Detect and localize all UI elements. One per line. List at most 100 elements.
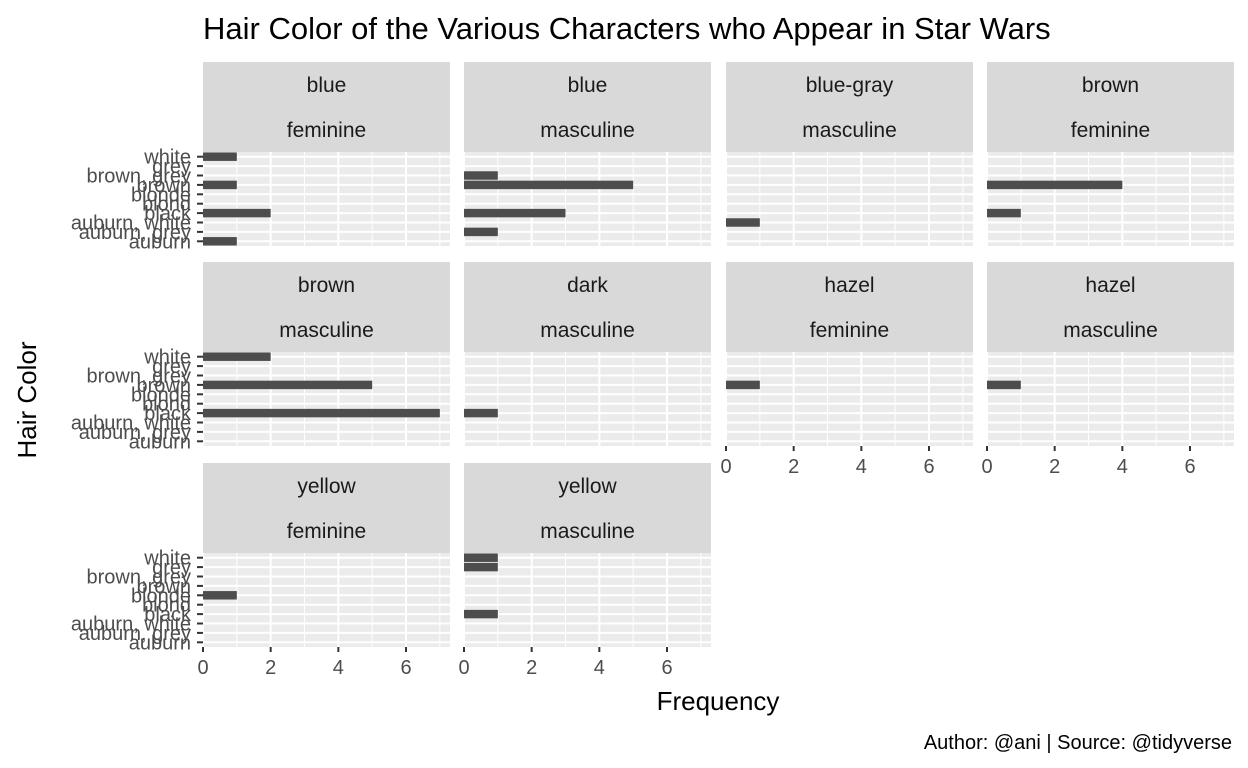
panel-background: [987, 352, 1234, 446]
bar: [464, 609, 498, 619]
facet-strip-label: hazel: [1085, 274, 1135, 297]
panel-background: [464, 152, 711, 246]
facet-strip-label: feminine: [810, 319, 889, 342]
panel-background: [203, 152, 450, 246]
x-tick-label: 6: [661, 657, 672, 679]
y-tick-label: brown, grey: [87, 166, 192, 188]
facet-strip: [464, 463, 711, 553]
bar: [987, 208, 1021, 218]
facet-strip-label: brown: [298, 274, 355, 297]
x-tick-label: 4: [1117, 456, 1128, 478]
facet-strip: [464, 62, 711, 152]
chart-title: Hair Color of the Various Characters who…: [203, 11, 1051, 46]
facet-strip-label: feminine: [1071, 119, 1150, 142]
x-tick-label: 0: [197, 657, 208, 679]
facet-strip-label: hazel: [824, 274, 874, 297]
facet-panel: hazel feminine 0 2 4 6: [720, 262, 973, 478]
panel-background: [726, 152, 973, 246]
facet-panel: dark masculine: [463, 262, 711, 446]
facet-strip: [464, 262, 711, 352]
facet-panel: blue masculine: [463, 62, 711, 246]
facet-strip-label: brown: [1082, 74, 1139, 97]
x-tick-label: 4: [594, 657, 605, 679]
y-tick-label: brown, grey: [87, 567, 192, 589]
y-tick-label: black: [144, 604, 192, 626]
x-tick-label: 4: [856, 456, 867, 478]
y-tick-label: blonde: [131, 384, 191, 406]
bar: [464, 208, 566, 218]
facet-strip-label: blue: [307, 74, 347, 97]
x-tick-label: 2: [526, 657, 537, 679]
bar: [203, 352, 271, 361]
panel-background: [203, 553, 450, 647]
bar: [203, 591, 237, 600]
y-tick-label: blonde: [131, 585, 191, 607]
y-tick-label: white: [143, 147, 191, 169]
y-tick-label: auburn, white: [71, 614, 191, 636]
facet-strip-label: yellow: [558, 475, 617, 498]
facet-strip-label: yellow: [297, 475, 356, 498]
facet-strip: [987, 262, 1234, 352]
x-tick-label: 6: [400, 657, 411, 679]
bar: [464, 408, 498, 418]
panel-background: [464, 553, 711, 647]
facet-strip-label: blue-gray: [806, 74, 894, 97]
y-tick-label: white: [143, 548, 191, 570]
facet-strip: [987, 62, 1234, 152]
y-tick-label: white: [143, 347, 191, 369]
y-tick-label: auburn, grey: [79, 222, 191, 244]
y-axis-title: Hair Color: [12, 341, 42, 458]
facet-panel: yellow masculine 0 2 4 6: [458, 463, 711, 679]
bar: [726, 380, 760, 390]
y-tick-label: grey: [152, 356, 191, 378]
panel-background: [203, 352, 450, 446]
y-tick-label: brown: [137, 375, 191, 397]
y-tick-label: black: [144, 203, 192, 225]
x-tick-label: 6: [923, 456, 934, 478]
bar: [203, 208, 271, 218]
x-tick-label: 2: [1049, 456, 1060, 478]
y-tick-label: auburn, white: [71, 413, 191, 435]
facet-strip-label: masculine: [279, 319, 374, 342]
bar: [203, 152, 237, 161]
bar: [203, 408, 440, 418]
bar: [464, 171, 498, 180]
facet-strip: [203, 62, 450, 152]
bar: [464, 562, 498, 572]
y-tick-label: auburn: [129, 632, 191, 654]
facet-strip-label: masculine: [540, 319, 635, 342]
facet-strip: [203, 463, 450, 553]
y-tick-label: blond: [142, 394, 191, 416]
y-tick-label: brown, grey: [87, 366, 192, 388]
y-tick-label: blond: [142, 595, 191, 617]
y-tick-label: auburn, grey: [79, 422, 191, 444]
x-tick-label: 2: [265, 657, 276, 679]
chart-caption: Author: @ani | Source: @tidyverse: [924, 732, 1232, 754]
y-tick-label: auburn, white: [71, 213, 191, 235]
x-tick-label: 0: [720, 456, 731, 478]
bar: [726, 218, 760, 227]
facet-strip-label: dark: [567, 274, 608, 297]
bar: [203, 180, 237, 190]
facet-strip-label: feminine: [287, 520, 366, 543]
facet-strip-label: masculine: [802, 119, 897, 142]
y-tick-label: brown: [137, 175, 191, 197]
x-tick-label: 0: [981, 456, 992, 478]
facet-strip-label: masculine: [540, 520, 635, 543]
panel-background: [726, 352, 973, 446]
bar: [203, 380, 373, 390]
panel-background: [464, 352, 711, 446]
y-tick-label: auburn, grey: [79, 623, 191, 645]
bar: [987, 380, 1021, 390]
y-tick-label: blonde: [131, 184, 191, 206]
facet-panel: hazel masculine 0 2 4 6: [981, 262, 1234, 478]
y-tick-label: grey: [152, 557, 191, 579]
facet-strip-label: masculine: [540, 119, 635, 142]
facet-strip-label: masculine: [1063, 319, 1158, 342]
x-tick-label: 6: [1184, 456, 1195, 478]
y-tick-label: black: [144, 403, 192, 425]
x-tick-label: 0: [458, 657, 469, 679]
